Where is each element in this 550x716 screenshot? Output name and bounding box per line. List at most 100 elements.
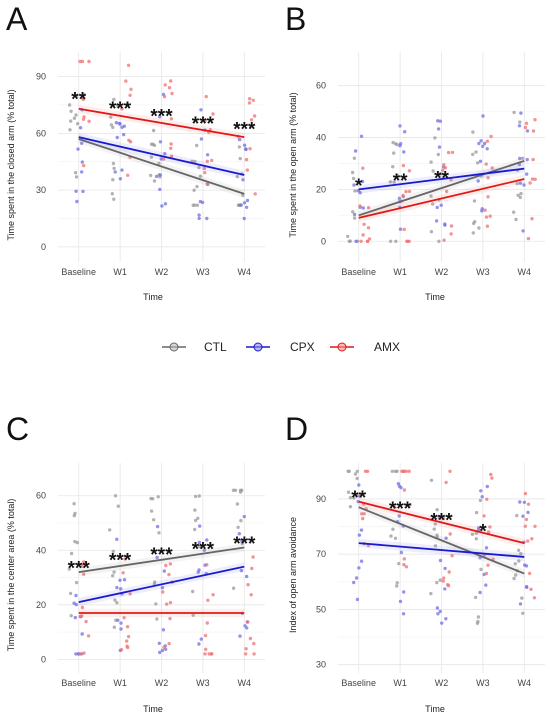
data-point-cpx xyxy=(478,590,482,595)
data-point-ctl xyxy=(153,580,157,584)
data-point-ctl xyxy=(69,614,73,618)
data-point-ctl xyxy=(433,544,438,548)
data-point-cpx xyxy=(73,615,78,620)
x-tick-label: W2 xyxy=(155,267,169,277)
data-point-cpx xyxy=(120,168,124,172)
data-point-cpx xyxy=(485,484,489,489)
data-point-amx xyxy=(165,602,169,606)
data-point-amx xyxy=(523,524,527,528)
data-point-amx xyxy=(162,157,166,161)
data-point-ctl xyxy=(429,230,434,234)
x-tick-label: Baseline xyxy=(61,678,96,688)
data-point-cpx xyxy=(518,156,522,161)
data-point-ctl xyxy=(519,191,523,196)
data-point-cpx xyxy=(198,524,202,528)
data-point-amx xyxy=(126,634,131,639)
data-point-amx xyxy=(445,189,449,194)
data-point-cpx xyxy=(484,546,489,550)
data-point-ctl xyxy=(351,176,356,181)
data-point-ctl xyxy=(193,508,197,512)
data-point-amx xyxy=(361,166,365,170)
data-point-amx xyxy=(168,616,172,621)
data-point-cpx xyxy=(522,183,526,187)
data-point-cpx xyxy=(357,566,361,570)
data-point-ctl xyxy=(435,580,439,585)
data-point-ctl xyxy=(236,525,240,529)
data-point-cpx xyxy=(199,137,204,141)
data-point-amx xyxy=(122,616,126,620)
data-point-ctl xyxy=(438,578,442,582)
legend-label-amx: AMX xyxy=(374,340,400,354)
data-point-cpx xyxy=(357,533,362,537)
x-tick-label: W1 xyxy=(113,678,127,688)
data-point-cpx xyxy=(438,558,443,563)
data-point-cpx xyxy=(399,550,404,555)
data-point-ctl xyxy=(112,97,116,102)
data-point-amx xyxy=(448,469,452,473)
data-point-cpx xyxy=(160,204,164,208)
data-point-amx xyxy=(205,621,209,625)
y-tick-label: 0 xyxy=(41,242,46,252)
data-point-cpx xyxy=(517,124,522,128)
x-tick-label: W3 xyxy=(476,678,490,688)
x-tick-label: W4 xyxy=(518,678,532,688)
data-point-cpx xyxy=(154,174,159,179)
data-point-ctl xyxy=(353,472,358,476)
data-point-amx xyxy=(489,134,493,139)
data-point-amx xyxy=(253,192,257,196)
data-point-cpx xyxy=(480,495,484,499)
data-point-ctl xyxy=(519,552,523,556)
data-point-ctl xyxy=(76,122,80,126)
data-point-amx xyxy=(252,114,257,118)
data-point-amx xyxy=(407,469,411,473)
data-point-amx xyxy=(404,189,408,194)
data-point-ctl xyxy=(74,580,79,585)
data-point-amx xyxy=(365,469,370,473)
data-point-cpx xyxy=(115,537,119,541)
significance-marker: *** xyxy=(192,540,215,561)
data-point-cpx xyxy=(114,121,119,125)
data-point-ctl xyxy=(67,567,72,571)
data-point-cpx xyxy=(158,173,162,177)
data-point-amx xyxy=(249,593,253,597)
data-point-ctl xyxy=(238,490,243,494)
data-point-cpx xyxy=(198,199,203,204)
data-point-amx xyxy=(169,146,173,150)
data-point-cpx xyxy=(197,642,201,646)
data-point-cpx xyxy=(197,216,201,221)
data-point-cpx xyxy=(401,612,406,616)
data-point-amx xyxy=(404,565,409,569)
data-point-amx xyxy=(251,98,255,103)
data-point-cpx xyxy=(443,566,447,571)
data-point-ctl xyxy=(152,179,157,183)
data-point-cpx xyxy=(359,559,364,563)
data-point-cpx xyxy=(518,500,522,504)
data-point-cpx xyxy=(78,126,83,130)
data-point-amx xyxy=(449,224,454,228)
data-point-ctl xyxy=(69,551,74,556)
y-tick-label: 0 xyxy=(321,236,326,246)
data-point-amx xyxy=(406,239,410,243)
data-point-amx xyxy=(527,571,532,576)
data-point-cpx xyxy=(437,516,442,520)
data-point-ctl xyxy=(235,174,239,179)
data-point-ctl xyxy=(73,171,78,175)
data-point-cpx xyxy=(245,574,249,579)
data-point-ctl xyxy=(393,469,398,473)
data-point-ctl xyxy=(478,498,483,503)
data-point-cpx xyxy=(75,199,79,204)
data-point-amx xyxy=(360,512,364,516)
significance-marker: ** xyxy=(393,171,408,192)
data-point-amx xyxy=(408,503,412,507)
data-point-ctl xyxy=(347,239,351,243)
significance-marker: *** xyxy=(233,534,256,555)
data-point-amx xyxy=(530,217,534,221)
data-point-cpx xyxy=(403,130,407,134)
data-point-ctl xyxy=(68,128,72,132)
data-point-ctl xyxy=(516,548,521,552)
trend-line-amx xyxy=(358,500,525,545)
data-point-cpx xyxy=(117,121,122,126)
data-point-cpx xyxy=(482,141,487,146)
data-point-cpx xyxy=(118,578,122,582)
